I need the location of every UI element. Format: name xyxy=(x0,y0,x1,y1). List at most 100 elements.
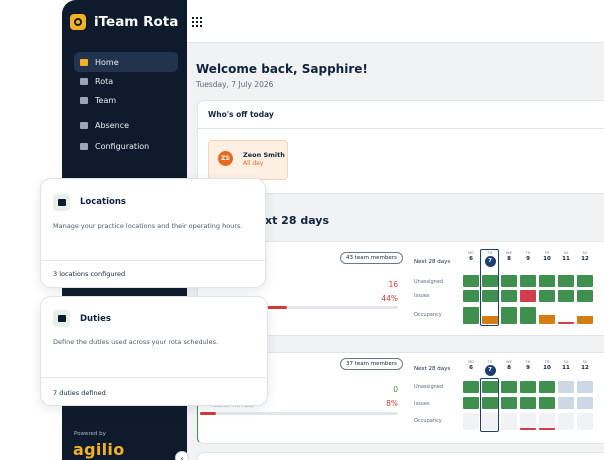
sidebar-item-team[interactable]: Team xyxy=(74,90,178,110)
day-number: 11 xyxy=(562,365,570,371)
unassigned-cell[interactable] xyxy=(558,381,574,393)
team-members-badge: 43 team members xyxy=(340,252,403,264)
unassigned-cell[interactable] xyxy=(577,381,593,393)
occupancy-cell[interactable] xyxy=(482,413,498,430)
issues-cell[interactable] xyxy=(520,397,536,409)
day-header[interactable]: SA 11 xyxy=(558,251,574,262)
issues-cell[interactable] xyxy=(501,290,517,302)
day-header[interactable]: TH 9 xyxy=(520,360,536,371)
issues-cell[interactable] xyxy=(482,397,498,409)
issues-cell[interactable] xyxy=(577,397,593,409)
day-header[interactable]: TU 7 xyxy=(482,251,498,267)
occupancy-cell[interactable] xyxy=(539,413,555,430)
powered-by-label: Powered by xyxy=(74,431,106,437)
unassigned-cell[interactable] xyxy=(463,275,479,287)
app-grid-icon[interactable] xyxy=(192,17,202,27)
unassigned-cell[interactable] xyxy=(520,275,536,287)
sidebar-item-rota[interactable]: Rota xyxy=(74,71,178,91)
unassigned-cell[interactable] xyxy=(539,381,555,393)
day-header[interactable]: SA 11 xyxy=(558,360,574,371)
sidebar-item-absence[interactable]: Absence xyxy=(74,115,178,135)
occupancy-cell[interactable] xyxy=(482,307,498,324)
day-number: 8 xyxy=(507,365,511,371)
day-name: WE xyxy=(506,251,512,255)
day-number: 12 xyxy=(581,365,589,371)
next-28-days-title: xt 28 days xyxy=(265,214,329,227)
issues-cell[interactable] xyxy=(539,290,555,302)
row-label-issues: Issues xyxy=(414,401,430,407)
team-members-badge: 37 team members xyxy=(340,358,403,370)
duties-count[interactable]: 7 duties defined xyxy=(53,389,106,397)
home-icon xyxy=(80,58,88,66)
day-header[interactable]: MO 6 xyxy=(463,251,479,262)
occupancy-fill xyxy=(558,321,574,324)
issues-cell[interactable] xyxy=(482,290,498,302)
issues-cell[interactable] xyxy=(463,290,479,302)
occupancy-cell[interactable] xyxy=(577,307,593,324)
day-number: 12 xyxy=(581,256,589,262)
day-header[interactable]: TU 7 xyxy=(482,360,498,376)
row-label-unassigned: Unassigned xyxy=(414,384,444,390)
occupancy-cell[interactable] xyxy=(463,307,479,324)
day-header[interactable]: SU 12 xyxy=(577,360,593,371)
sidebar-item-configuration[interactable]: Configuration xyxy=(74,136,178,156)
whos-off-title: Who's off today xyxy=(208,110,274,119)
issues-cell[interactable] xyxy=(501,397,517,409)
row-label-occupancy: Occupancy xyxy=(414,312,442,318)
occupancy-cell[interactable] xyxy=(501,307,517,324)
day-header[interactable]: WE 8 xyxy=(501,251,517,262)
occupancy-cell[interactable] xyxy=(501,413,517,430)
locations-count[interactable]: 3 locations configured xyxy=(53,270,126,278)
issues-cell[interactable] xyxy=(539,397,555,409)
occupancy-cell[interactable] xyxy=(520,413,536,430)
today-column-highlight xyxy=(480,249,499,326)
sidebar-item-home[interactable]: Home xyxy=(74,52,178,72)
sidebar-item-label: Absence xyxy=(95,120,130,130)
occupancy-cell[interactable] xyxy=(520,307,536,324)
day-header[interactable]: FR 10 xyxy=(539,251,555,262)
issues-cell[interactable] xyxy=(558,290,574,302)
collapse-sidebar-button[interactable]: ‹ xyxy=(175,451,189,460)
day-number: 6 xyxy=(469,256,473,262)
day-header[interactable]: SU 12 xyxy=(577,251,593,262)
unassigned-cell[interactable] xyxy=(501,381,517,393)
duties-popup[interactable] xyxy=(40,296,268,406)
day-name: TH xyxy=(525,360,531,364)
app-name: iTeam Rota xyxy=(94,14,179,30)
unassigned-cell[interactable] xyxy=(482,381,498,393)
unassigned-cell[interactable] xyxy=(577,275,593,287)
occupancy-cell[interactable] xyxy=(463,413,479,430)
occupancy-cell[interactable] xyxy=(577,413,593,430)
top-bar xyxy=(187,0,604,43)
day-header[interactable]: TH 9 xyxy=(520,251,536,262)
avatar: ZS xyxy=(218,151,233,166)
unassigned-cell[interactable] xyxy=(501,275,517,287)
occupancy-cell[interactable] xyxy=(539,307,555,324)
day-header[interactable]: MO 6 xyxy=(463,360,479,371)
brand[interactable]: iTeam Rota xyxy=(70,14,178,30)
day-name: TU xyxy=(487,251,493,255)
unassigned-cell[interactable] xyxy=(520,381,536,393)
issues-cell[interactable] xyxy=(463,397,479,409)
day-header[interactable]: FR 10 xyxy=(539,360,555,371)
occupancy-cell[interactable] xyxy=(558,307,574,324)
gear-icon xyxy=(80,142,88,150)
occupancy-fill xyxy=(539,427,555,430)
occupancy-cell[interactable] xyxy=(558,413,574,430)
unassigned-cell[interactable] xyxy=(482,275,498,287)
locations-description: Manage your practice locations and their… xyxy=(53,222,243,230)
issues-cell[interactable] xyxy=(558,397,574,409)
person-name: Zeon Smith xyxy=(243,151,285,159)
issues-cell[interactable] xyxy=(520,290,536,302)
unassigned-cell[interactable] xyxy=(539,275,555,287)
locations-popup[interactable] xyxy=(40,178,266,288)
unassigned-cell[interactable] xyxy=(463,381,479,393)
divider xyxy=(41,377,267,378)
day-number: 10 xyxy=(543,256,551,262)
issues-percent: 44% xyxy=(381,294,398,303)
day-header[interactable]: WE 8 xyxy=(501,360,517,371)
issues-cell[interactable] xyxy=(577,290,593,302)
unassigned-cell[interactable] xyxy=(558,275,574,287)
team-icon xyxy=(80,96,88,104)
